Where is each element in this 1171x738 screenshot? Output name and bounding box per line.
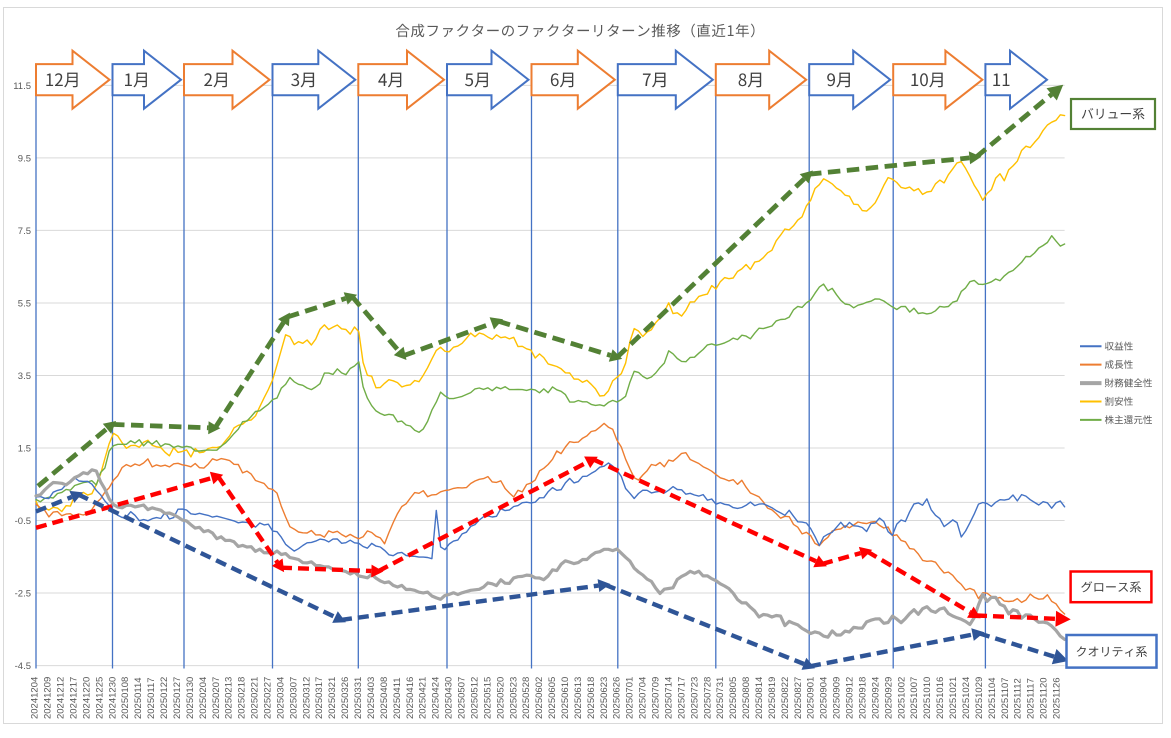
svg-text:7.5: 7.5 xyxy=(18,226,31,237)
svg-text:20250701: 20250701 xyxy=(625,677,636,719)
svg-text:20250114: 20250114 xyxy=(133,677,144,719)
svg-text:20250403: 20250403 xyxy=(366,677,377,719)
svg-text:20250618: 20250618 xyxy=(586,677,597,719)
svg-text:20250321: 20250321 xyxy=(327,677,338,719)
svg-text:20250424: 20250424 xyxy=(431,677,442,719)
svg-text:20250416: 20250416 xyxy=(405,677,416,719)
svg-text:20250213: 20250213 xyxy=(224,677,235,719)
svg-text:20250723: 20250723 xyxy=(689,677,700,719)
svg-text:20251126: 20251126 xyxy=(1052,677,1063,719)
svg-text:20250507: 20250507 xyxy=(457,677,468,719)
svg-text:20251010: 20251010 xyxy=(922,677,933,719)
svg-text:20250304: 20250304 xyxy=(275,677,286,719)
svg-text:20250312: 20250312 xyxy=(301,677,312,719)
svg-text:20251024: 20251024 xyxy=(961,677,972,719)
svg-text:20250117: 20250117 xyxy=(146,677,157,719)
svg-text:20250430: 20250430 xyxy=(444,677,455,719)
svg-text:9.5: 9.5 xyxy=(18,153,31,164)
svg-text:20250827: 20250827 xyxy=(793,677,804,719)
svg-text:20241217: 20241217 xyxy=(69,677,80,719)
svg-text:20250130: 20250130 xyxy=(185,677,196,719)
svg-text:20250221: 20250221 xyxy=(250,677,261,719)
svg-text:20250924: 20250924 xyxy=(870,677,881,719)
svg-text:-2.5: -2.5 xyxy=(15,588,31,599)
svg-text:20250218: 20250218 xyxy=(237,677,248,719)
svg-text:20250204: 20250204 xyxy=(198,677,209,719)
svg-text:20251021: 20251021 xyxy=(948,677,959,719)
svg-text:20250227: 20250227 xyxy=(263,677,274,719)
svg-text:-0.5: -0.5 xyxy=(15,516,31,527)
svg-text:20250805: 20250805 xyxy=(728,677,739,719)
svg-text:20250528: 20250528 xyxy=(521,677,532,719)
svg-text:20250623: 20250623 xyxy=(599,677,610,719)
svg-text:20251002: 20251002 xyxy=(896,677,907,719)
svg-text:20250411: 20250411 xyxy=(392,677,403,719)
svg-text:20250704: 20250704 xyxy=(638,677,649,719)
svg-text:20250626: 20250626 xyxy=(612,677,623,719)
svg-text:20250331: 20250331 xyxy=(353,677,364,719)
svg-text:11.5: 11.5 xyxy=(13,81,31,92)
svg-text:20250904: 20250904 xyxy=(819,677,830,719)
svg-text:1.5: 1.5 xyxy=(18,443,31,454)
svg-text:20251029: 20251029 xyxy=(974,677,985,719)
svg-text:20250326: 20250326 xyxy=(340,677,351,719)
svg-text:20250515: 20250515 xyxy=(482,677,493,719)
svg-text:20250918: 20250918 xyxy=(858,677,869,719)
svg-text:20251120: 20251120 xyxy=(1039,677,1050,719)
svg-text:20251117: 20251117 xyxy=(1026,678,1037,719)
svg-text:20250127: 20250127 xyxy=(172,677,183,719)
svg-text:20250731: 20250731 xyxy=(715,677,726,719)
svg-text:20251016: 20251016 xyxy=(935,677,946,719)
svg-text:20250901: 20250901 xyxy=(806,677,817,719)
svg-text:20250605: 20250605 xyxy=(547,677,558,719)
svg-text:20250122: 20250122 xyxy=(159,677,170,719)
svg-text:20250610: 20250610 xyxy=(560,677,571,719)
svg-text:3.5: 3.5 xyxy=(18,371,31,382)
svg-text:20251104: 20251104 xyxy=(987,677,998,719)
svg-text:20241230: 20241230 xyxy=(107,677,118,719)
svg-text:20250709: 20250709 xyxy=(651,677,662,719)
svg-text:20241209: 20241209 xyxy=(43,677,54,719)
svg-text:20250421: 20250421 xyxy=(418,677,429,719)
svg-text:20250912: 20250912 xyxy=(845,677,856,719)
svg-text:20251007: 20251007 xyxy=(909,677,920,719)
svg-text:20241212: 20241212 xyxy=(56,677,67,719)
svg-text:20241204: 20241204 xyxy=(30,677,41,719)
svg-text:20250307: 20250307 xyxy=(288,677,299,719)
svg-text:-4.5: -4.5 xyxy=(15,661,31,672)
svg-text:20250613: 20250613 xyxy=(573,677,584,719)
svg-text:20250929: 20250929 xyxy=(883,677,894,719)
svg-text:20250819: 20250819 xyxy=(767,677,778,719)
svg-text:20241225: 20241225 xyxy=(94,677,105,719)
svg-text:20250602: 20250602 xyxy=(534,677,545,719)
svg-text:20250207: 20250207 xyxy=(211,677,222,719)
svg-text:20251112: 20251112 xyxy=(1013,678,1024,719)
svg-text:20250520: 20250520 xyxy=(495,677,506,719)
svg-text:20250523: 20250523 xyxy=(508,677,519,719)
svg-text:20250814: 20250814 xyxy=(754,677,765,719)
svg-text:20250317: 20250317 xyxy=(314,677,325,719)
svg-text:20250822: 20250822 xyxy=(780,677,791,719)
svg-text:20250512: 20250512 xyxy=(470,677,481,719)
svg-text:20250728: 20250728 xyxy=(702,677,713,719)
svg-text:20241220: 20241220 xyxy=(81,677,92,719)
svg-text:20250808: 20250808 xyxy=(741,677,752,719)
svg-text:20250717: 20250717 xyxy=(676,677,687,719)
svg-text:20250408: 20250408 xyxy=(379,677,390,719)
svg-text:20251107: 20251107 xyxy=(1000,677,1011,719)
svg-text:20250714: 20250714 xyxy=(664,677,675,719)
svg-text:20250909: 20250909 xyxy=(832,677,843,719)
svg-text:20250108: 20250108 xyxy=(120,677,131,719)
svg-text:5.5: 5.5 xyxy=(18,298,31,309)
